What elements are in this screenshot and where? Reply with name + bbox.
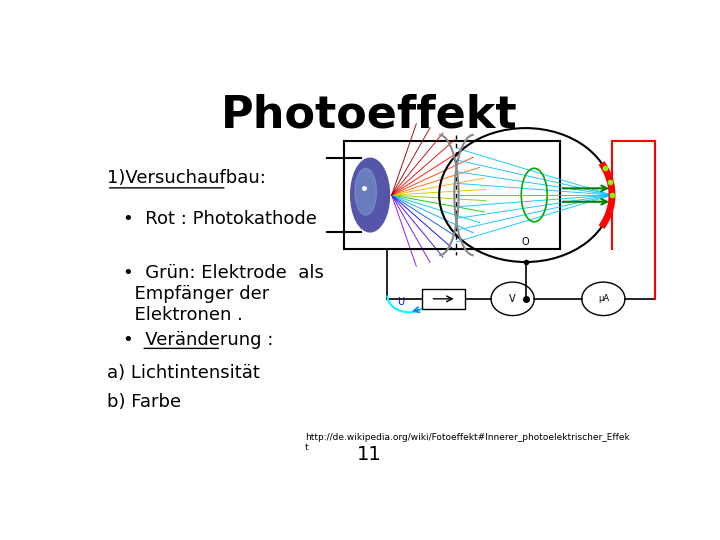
Text: b) Farbe: b) Farbe xyxy=(107,393,181,411)
Bar xyxy=(422,289,465,309)
Text: a) Lichtintensität: a) Lichtintensität xyxy=(107,364,260,382)
Text: 1)Versuchaufbau:: 1)Versuchaufbau: xyxy=(107,168,266,187)
Ellipse shape xyxy=(351,158,390,232)
Text: •  Grün: Elektrode  als
  Empfänger der
  Elektronen .: • Grün: Elektrode als Empfänger der Elek… xyxy=(124,265,324,324)
Text: Photoeffekt: Photoeffekt xyxy=(221,94,517,137)
Text: O: O xyxy=(522,237,529,247)
Text: 11: 11 xyxy=(356,445,382,464)
Text: V: V xyxy=(509,294,516,304)
Text: •  Veränderung :: • Veränderung : xyxy=(124,331,274,349)
Text: U: U xyxy=(397,297,404,307)
Text: μA: μA xyxy=(598,294,609,303)
Text: •  Rot : Photokathode: • Rot : Photokathode xyxy=(124,210,318,228)
Text: http://de.wikipedia.org/wiki/Fotoeffekt#Innerer_photoelektrischer_Effek
t: http://de.wikipedia.org/wiki/Fotoeffekt#… xyxy=(305,433,629,452)
Ellipse shape xyxy=(355,168,377,215)
